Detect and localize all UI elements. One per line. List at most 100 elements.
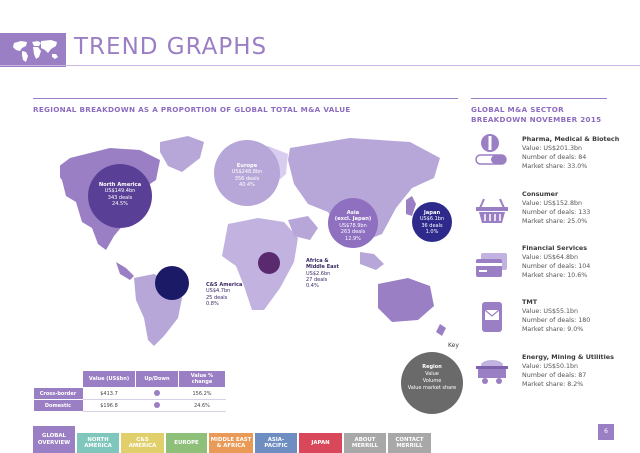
- nav-about-merrill[interactable]: ABOUT MERRILL: [344, 433, 386, 453]
- sector-deals: Number of deals: 84: [522, 154, 587, 162]
- table-cell-updown: [135, 387, 179, 400]
- sector-name: Pharma, Medical & Biotech: [522, 135, 620, 143]
- asia-shape: [288, 138, 440, 242]
- table-header: Value % change: [178, 370, 226, 388]
- sector-tmt: TMT Value: US$55.1bn Number of deals: 18…: [522, 298, 634, 335]
- sector-breakdown-heading-line2: BREAKDOWN NOVEMBER 2015: [471, 115, 602, 124]
- key-value: Value: [425, 371, 439, 377]
- sector-value: Value: US$64.8bn: [522, 254, 579, 261]
- sector-share: Market share: 8.2%: [522, 381, 584, 389]
- sector-value: Value: US$55.1bn: [522, 308, 579, 315]
- table-cell-change: 156.2%: [178, 387, 226, 400]
- table-row-label: Domestic: [33, 399, 83, 412]
- table-row: Domestic $196.8 24.6%: [33, 399, 226, 412]
- bubble-asia: [328, 198, 378, 248]
- region-value: US$78.9bn: [339, 222, 367, 229]
- australia-shape: [378, 278, 434, 322]
- table-cell-change: 24.6%: [178, 399, 226, 412]
- nav-asia-pacific[interactable]: ASIA- PACIFIC: [255, 433, 297, 453]
- region-name-2: Middle East: [306, 264, 339, 271]
- bubble-cs-america: [155, 266, 189, 300]
- left-section-divider: [33, 98, 458, 99]
- up-arrow-icon: [154, 389, 160, 396]
- cross-border-table: Value (US$bn) Up/Down Value % change Cro…: [33, 370, 226, 412]
- key-region: Region: [422, 364, 442, 370]
- bubble-europe-text: Europe US$248.8bn 356 deals 40.4%: [214, 163, 280, 189]
- sector-deals: Number of deals: 87: [522, 372, 587, 380]
- sector-name: TMT: [522, 298, 538, 306]
- region-value: US$6.1bn: [419, 216, 445, 223]
- table-cell-updown: [135, 399, 179, 412]
- right-section-divider: [471, 98, 607, 99]
- bubble-north-america-text: North America US$149.4bn 343 deals 24.5%: [88, 182, 152, 208]
- sector-value: Value: US$152.8bn: [522, 200, 583, 207]
- region-share: 0.4%: [306, 283, 319, 290]
- mine-cart-icon: [475, 356, 509, 388]
- table-row-label: Cross-border: [33, 387, 83, 400]
- new-zealand-shape: [436, 324, 446, 336]
- mobile-mail-icon: [475, 301, 509, 333]
- nav-north-america[interactable]: NORTH AMERICA: [77, 433, 119, 453]
- sector-breakdown-heading-line1: GLOBAL M&A SECTOR: [471, 105, 564, 114]
- region-share: 40.4%: [239, 182, 255, 189]
- sector-name: Consumer: [522, 190, 559, 198]
- sector-pharma: Pharma, Medical & Biotech Value: US$201.…: [522, 135, 634, 172]
- regional-breakdown-heading: REGIONAL BREAKDOWN AS A PROPORTION OF GL…: [33, 105, 351, 114]
- region-name: Asia: [346, 210, 360, 216]
- sector-share: Market share: 33.0%: [522, 163, 588, 171]
- sector-deals: Number of deals: 180: [522, 317, 591, 325]
- bubble-africa-middle-east: [258, 252, 280, 274]
- southeast-asia-shape: [360, 252, 384, 270]
- sector-share: Market share: 9.0%: [522, 326, 584, 334]
- key-legend-circle: Region Value Volume Value market share: [401, 352, 463, 414]
- sector-name: Financial Services: [522, 244, 588, 252]
- key-market-share: Value market share: [407, 385, 457, 391]
- region-deals: 25 deals: [206, 294, 228, 301]
- bubble-japan: [412, 202, 452, 242]
- nav-japan[interactable]: JAPAN: [299, 433, 342, 453]
- region-value: US$2.6bn: [306, 270, 331, 277]
- region-deals: 263 deals: [340, 229, 366, 236]
- nav-contact-merrill[interactable]: CONTACT MERRILL: [388, 433, 431, 453]
- credit-card-icon: [475, 250, 509, 282]
- region-name: Europe: [236, 163, 258, 169]
- table-cell-value: $196.8: [82, 399, 136, 412]
- region-name-2: (excl. Japan): [334, 216, 372, 223]
- region-deals: 27 deals: [306, 276, 328, 283]
- sector-share: Market share: 10.6%: [522, 272, 588, 280]
- region-name: Africa &: [306, 258, 329, 264]
- table-row: Cross-border $413.7 156.2%: [33, 387, 226, 400]
- region-value: US$248.8bn: [231, 169, 263, 176]
- page-number: 6: [598, 424, 614, 440]
- bubble-africa-text: Africa & Middle East US$2.6bn 27 deals 0…: [306, 258, 339, 289]
- region-name: Japan: [423, 210, 441, 216]
- basket-icon: [475, 193, 509, 225]
- bubble-cs-america-text: C&S America US$4.7bn 25 deals 0.8%: [206, 282, 242, 307]
- up-arrow-icon: [154, 401, 160, 408]
- greenland-shape: [160, 136, 204, 172]
- table-header: Value (US$bn): [82, 370, 136, 388]
- sector-name: Energy, Mining & Utilities: [522, 353, 614, 361]
- nav-middle-east-africa[interactable]: MIDDLE EAST & AFRICA: [209, 433, 253, 453]
- page-title: TREND GRAPHS: [74, 34, 268, 60]
- sector-deals: Number of deals: 104: [522, 263, 591, 271]
- table-corner: [33, 370, 83, 388]
- sector-value: Value: US$201.3bn: [522, 145, 583, 152]
- nav-europe[interactable]: EUROPE: [166, 433, 207, 453]
- region-share: 1.0%: [425, 229, 439, 236]
- region-name: North America: [98, 182, 142, 188]
- region-value: US$4.7bn: [206, 288, 231, 295]
- bubble-japan-text: Japan US$6.1bn 36 deals 1.0%: [412, 210, 452, 236]
- nav-cs-america[interactable]: C&S AMERICA: [121, 433, 164, 453]
- sector-consumer: Consumer Value: US$152.8bn Number of dea…: [522, 190, 634, 227]
- nav-global-overview[interactable]: GLOBAL OVERVIEW: [33, 426, 75, 453]
- bubble-europe: [214, 140, 280, 206]
- table-header: Up/Down: [135, 370, 179, 388]
- central-america-shape: [116, 262, 134, 280]
- bubble-north-america: [88, 164, 152, 228]
- region-share: 0.8%: [206, 300, 219, 307]
- header-divider: [0, 65, 640, 66]
- region-deals: 343 deals: [107, 194, 133, 201]
- world-map-icon: [0, 33, 66, 67]
- region-deals: 356 deals: [234, 175, 260, 182]
